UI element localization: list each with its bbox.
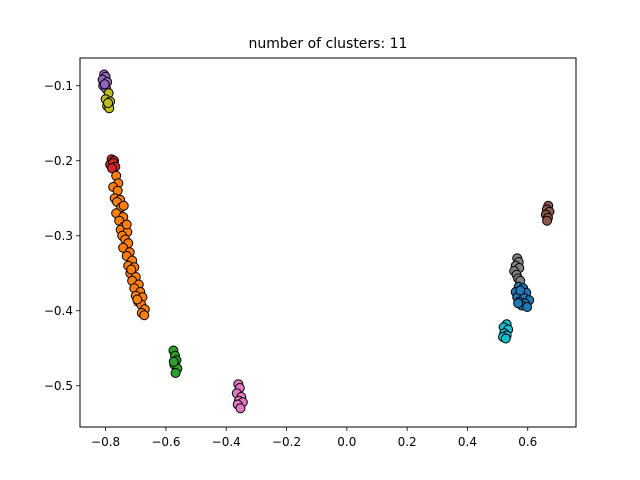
- y-tick-label: −0.5: [44, 379, 73, 393]
- x-tick-label: −0.6: [151, 435, 180, 449]
- cluster-3-point-39: [121, 219, 132, 230]
- y-tick-label: −0.1: [44, 79, 73, 93]
- cluster-8-point-13: [515, 285, 526, 296]
- data-points: [97, 69, 555, 414]
- cluster-5-point-7: [235, 403, 246, 414]
- cluster-8-point-11: [522, 302, 533, 312]
- cluster-3-point-35: [139, 310, 150, 321]
- cluster-4-point-5: [170, 368, 181, 378]
- cluster-3-point-36: [132, 294, 143, 305]
- cluster-3-point-37: [126, 264, 137, 275]
- cluster-0-point-6: [99, 79, 110, 90]
- x-tick-label: −0.8: [91, 435, 120, 449]
- cluster-6-point-5: [542, 215, 553, 226]
- x-tick-label: −0.4: [212, 435, 241, 449]
- x-tick-label: 0.0: [337, 435, 356, 449]
- y-tick-label: −0.4: [44, 304, 73, 318]
- cluster-3-point-38: [118, 200, 129, 211]
- y-axis: −0.1 −0.2 −0.3 −0.4 −0.5: [44, 79, 80, 393]
- x-tick-label: 0.2: [398, 435, 417, 449]
- cluster-9-point-6: [500, 333, 511, 344]
- cluster-1-point-5: [103, 98, 114, 108]
- x-axis: −0.8 −0.6 −0.4 −0.2 0.0 0.2 0.4 0.6: [91, 427, 537, 449]
- cluster-4-point-6: [168, 356, 179, 367]
- plot-frame: [79, 57, 577, 428]
- x-tick-label: 0.6: [518, 435, 537, 449]
- cluster-2-point-5: [106, 163, 117, 174]
- y-tick-label: −0.3: [44, 229, 73, 243]
- cluster-8-point-12: [513, 298, 524, 309]
- y-tick-label: −0.2: [44, 154, 73, 168]
- chart-title: number of clusters: 11: [249, 36, 408, 52]
- x-tick-label: −0.2: [272, 435, 301, 449]
- x-tick-label: 0.4: [458, 435, 477, 449]
